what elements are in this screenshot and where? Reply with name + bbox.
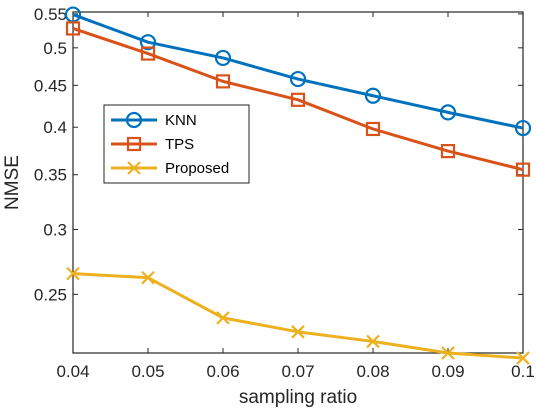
legend-marker-stroke-b [127,161,141,175]
x-tick-label: 0.09 [431,362,464,381]
series-layer [64,6,532,365]
y-axis-title: NMSE [2,155,23,210]
x-tick-label: 0.1 [511,362,535,381]
x-tick-label: 0.08 [356,362,389,381]
data-point-tps [215,74,231,89]
data-point-proposed [441,346,455,360]
y-tick-label: 0.35 [34,166,67,185]
x-tick-label: 0.04 [56,362,89,381]
series-line-tps [72,27,524,172]
legend-label: Proposed [165,160,229,177]
data-point-proposed [216,311,230,325]
x-tick-label: 0.06 [206,362,239,381]
data-point-tps [290,92,306,107]
data-point-proposed [291,325,305,339]
y-tick-label: 0.3 [43,221,67,240]
legend-marker [127,161,141,175]
data-point-proposed-stroke-b [216,311,230,325]
data-point-proposed [366,334,380,349]
x-tick-label: 0.07 [281,362,314,381]
data-point-tps [65,21,81,36]
series-tps [65,21,531,177]
x-axis-title: sampling ratio [239,387,357,408]
y-tick-label: 0.25 [34,285,67,304]
data-point-proposed-stroke-b [366,334,380,349]
data-point-proposed-stroke-b [291,325,305,339]
series-knn [64,6,532,137]
legend-label: TPS [165,136,194,153]
data-point-proposed [66,266,80,281]
data-point-knn [214,49,232,67]
data-point-proposed-stroke-b [66,266,80,281]
data-point-tps [440,144,456,159]
data-point-proposed [141,270,155,285]
series-line-knn [72,13,524,130]
legend-marker [125,111,143,129]
data-point-knn [289,70,307,88]
y-tick-label: 0.55 [34,5,67,24]
legend-item-proposed: Proposed [111,160,229,177]
data-point-knn [364,87,382,104]
data-point-tps [515,162,531,177]
legend-marker [126,136,142,152]
data-point-proposed-stroke-b [516,351,530,365]
legend-item-tps: TPS [111,136,194,153]
legend-item-knn: KNN [111,111,197,129]
data-point-knn [439,104,457,121]
series-proposed [66,266,530,365]
y-tick-label: 0.5 [43,39,67,58]
data-point-proposed [516,351,530,365]
series-line-proposed [72,272,524,360]
x-tick-label: 0.05 [131,362,164,381]
data-point-tps [365,121,381,137]
data-point-knn [139,34,157,51]
y-tick-label: 0.4 [43,118,67,137]
legend: KNN TPS Proposed [103,104,250,184]
data-point-proposed-stroke-b [441,346,455,360]
data-point-proposed-stroke-b [141,270,155,285]
data-point-knn [514,119,532,137]
y-tick-label: 0.45 [34,76,67,95]
legend-label: KNN [165,112,197,129]
axes: 0.04 0.05 0.06 0.07 0.08 0.09 0.1 0.25 0.3 0.35 0.… [34,5,535,381]
data-point-tps [140,46,156,61]
